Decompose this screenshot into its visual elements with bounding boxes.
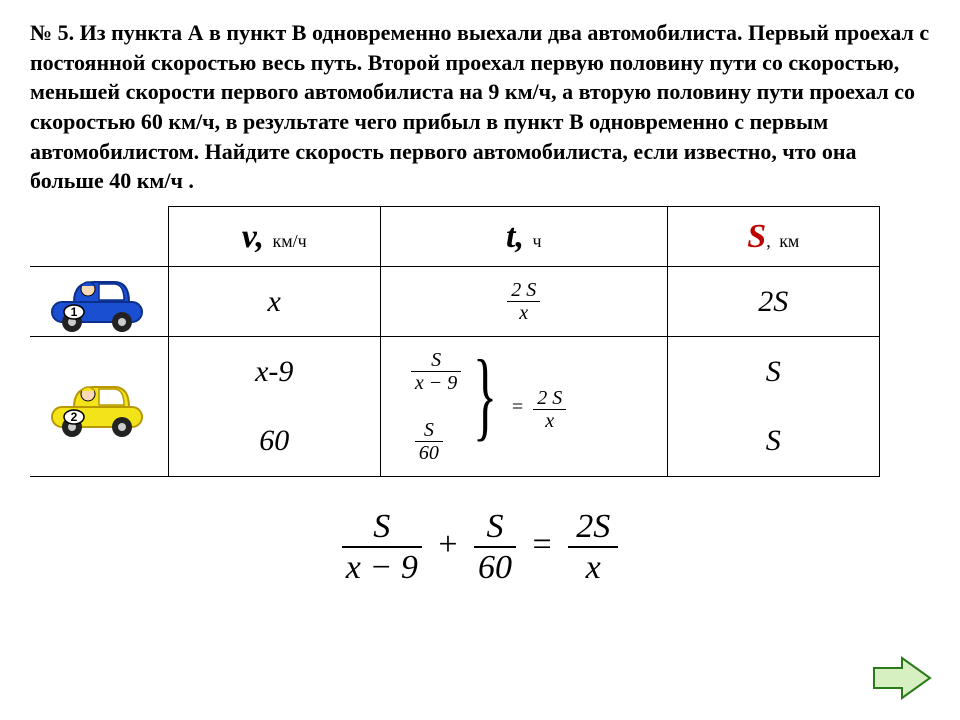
problem-number: № 5. [30,20,74,45]
header-s: S, км [667,207,879,267]
table-row: 2 x-9 S x − 9 S 60 } = 2 S x [30,337,880,407]
svg-text:1: 1 [70,305,77,319]
cell-v2b: 60 [168,407,380,477]
cell-s2a: S [667,337,879,407]
svg-text:2: 2 [70,410,77,424]
problem-statement: № 5. Из пункта А в пункт В одновременно … [0,0,960,206]
problem-body: Из пункта А в пункт В одновременно выеха… [30,20,929,193]
final-equation: S x − 9 + S 60 = 2S x [0,507,960,587]
equals-sign: = [506,396,529,418]
solution-table: v, км/ч t, ч S, км 1 x 2 S x 2S 2 x-9 [30,206,880,477]
brace-icon: } [473,340,497,450]
table-row: 1 x 2 S x 2S [30,267,880,337]
cell-v1: x [168,267,380,337]
car-icon-1: 1 [44,272,154,332]
cell-t1: 2 S x [380,267,667,337]
cell-v2a: x-9 [168,337,380,407]
header-v: v, км/ч [168,207,380,267]
car-icon-2: 2 [44,377,154,437]
table-header-row: v, км/ч t, ч S, км [30,207,880,267]
next-arrow-button[interactable] [872,656,932,700]
cell-s2b: S [667,407,879,477]
header-t: t, ч [380,207,667,267]
cell-t2: S x − 9 S 60 } = 2 S x [380,337,667,477]
cell-s1: 2S [667,267,879,337]
